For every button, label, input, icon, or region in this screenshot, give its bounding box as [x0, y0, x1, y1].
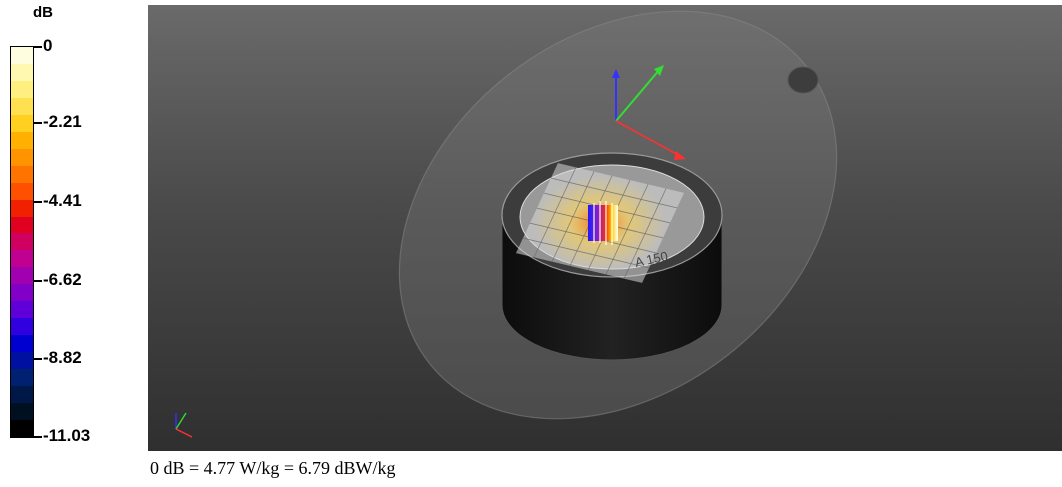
phantom-hole [787, 66, 819, 94]
scale-swatch [11, 47, 33, 64]
scale-swatch [11, 250, 33, 268]
scale-swatch [11, 233, 33, 251]
scale-swatch [11, 80, 33, 98]
scale-swatch [11, 419, 33, 437]
scale-swatch [11, 182, 33, 200]
zoom-scan-bars [588, 201, 618, 245]
scale-swatch [11, 97, 33, 115]
scale-swatch [11, 369, 33, 387]
tick-label-1: -2.21 [43, 112, 82, 131]
tick-mark [34, 201, 42, 203]
tick-mark [34, 436, 42, 438]
scale-swatch [11, 301, 33, 319]
scale-swatch [11, 386, 33, 404]
corner-axes-triad [175, 412, 193, 438]
probe-label: A 150 [634, 248, 670, 270]
scene-axes-gizmo [612, 65, 686, 160]
scene-svg: A 150 [175, 10, 838, 438]
tick-mark [34, 122, 42, 124]
color-scale-bar [10, 46, 34, 438]
scale-swatch [11, 165, 33, 183]
tick-label-2: -4.41 [43, 191, 82, 210]
tick-label-4: -8.82 [43, 348, 82, 367]
scale-swatch [11, 403, 33, 420]
tick-mark [34, 358, 42, 360]
scale-swatch [11, 114, 33, 132]
scale-swatch [11, 352, 33, 370]
scale-swatch [11, 63, 33, 81]
3d-viewport[interactable]: A 150 [148, 5, 1062, 451]
scale-swatch [11, 131, 33, 149]
scale-swatch [11, 335, 33, 353]
reference-level-note: 0 dB = 4.77 W/kg = 6.79 dBW/kg [150, 458, 396, 478]
tick-mark [34, 280, 42, 282]
scale-swatch [11, 216, 33, 234]
tick-label-3: -6.62 [43, 270, 82, 289]
scale-swatch [11, 267, 33, 285]
tick-label-0: 0 [43, 36, 53, 55]
scale-swatch [11, 199, 33, 217]
tick-mark [34, 46, 42, 48]
legend-unit-label: dB [33, 4, 53, 21]
scale-swatch [11, 148, 33, 166]
scale-swatch [11, 284, 33, 302]
scale-swatch [11, 318, 33, 336]
tick-label-5: -11.03 [43, 426, 91, 445]
